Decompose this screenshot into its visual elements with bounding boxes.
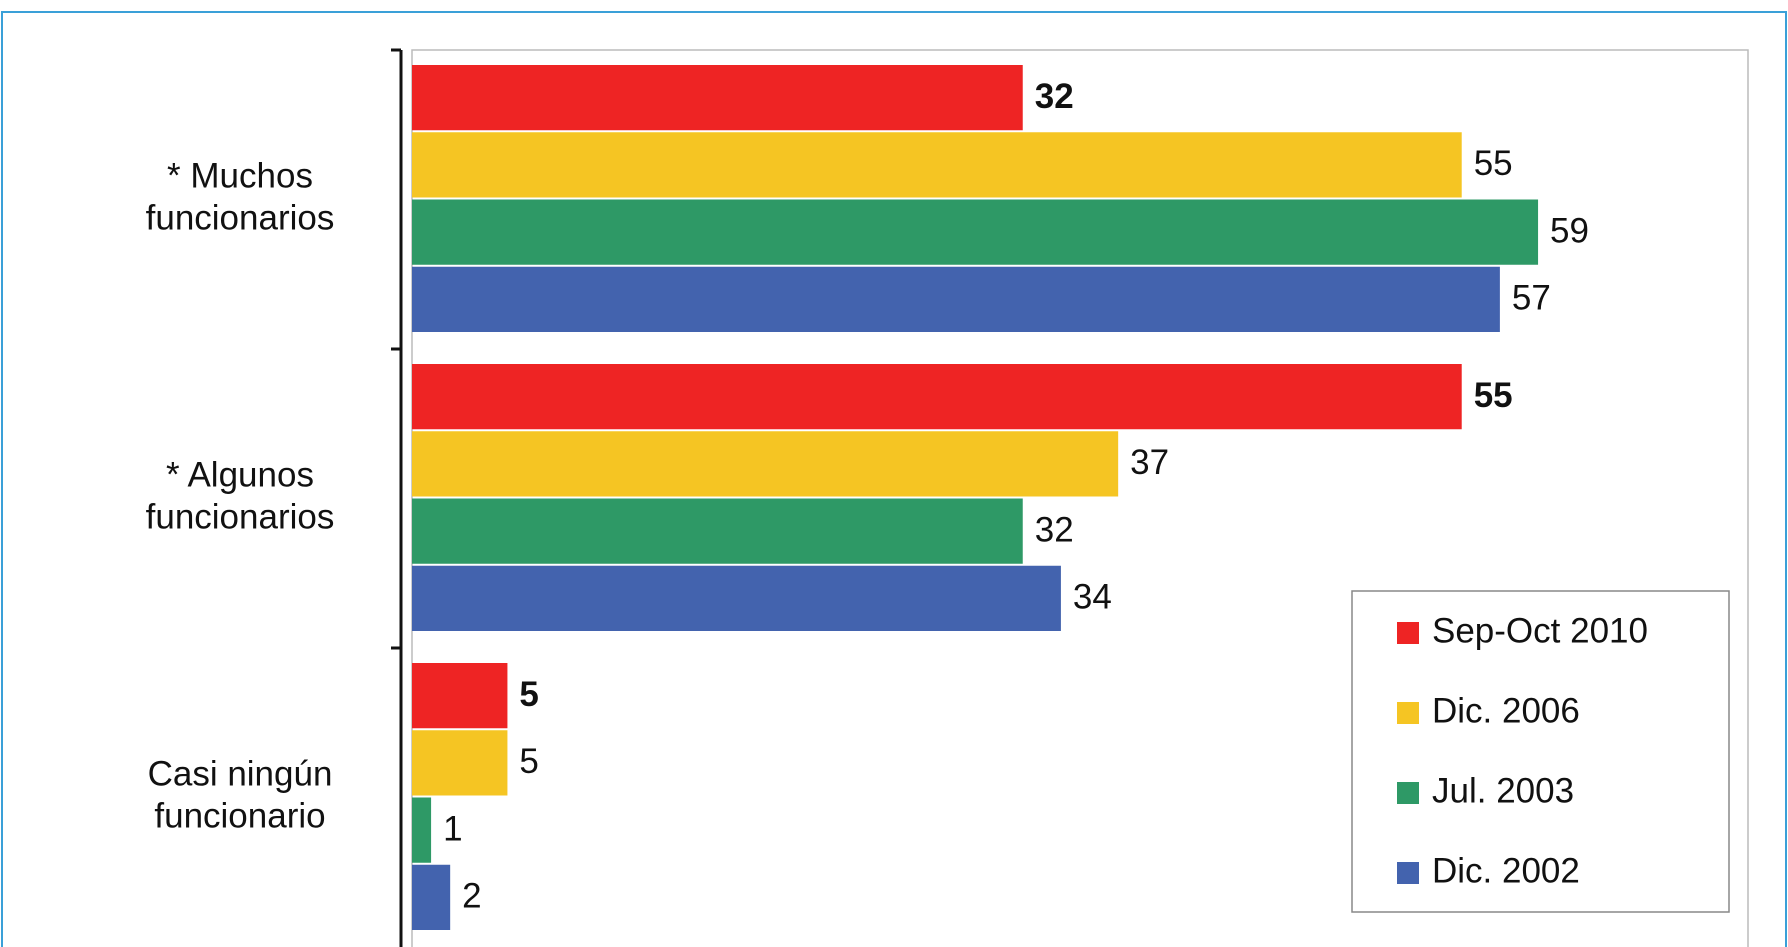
label-line: funcionarios (146, 498, 335, 537)
label-line: funcionarios (146, 199, 335, 238)
label-line: * Algunos (166, 456, 314, 495)
bar (412, 364, 1462, 429)
value-label: 37 (1130, 443, 1169, 482)
legend-swatch (1397, 862, 1419, 884)
legend-label: Dic. 2002 (1432, 851, 1580, 890)
value-label: 34 (1073, 578, 1112, 617)
value-label: 5 (519, 742, 538, 781)
bar (412, 730, 507, 795)
chart: * Muchosfuncionarios32555957* Algunosfun… (0, 0, 1788, 947)
label-line: Casi ningún (148, 755, 333, 794)
value-label: 32 (1035, 77, 1074, 116)
value-label: 32 (1035, 510, 1074, 549)
bar (412, 865, 450, 930)
bar (412, 65, 1023, 130)
label-line: * Muchos (167, 157, 313, 196)
value-label: 55 (1474, 144, 1513, 183)
legend-label: Sep-Oct 2010 (1432, 611, 1648, 650)
value-label: 5 (519, 675, 538, 714)
value-label: 57 (1512, 279, 1551, 318)
bar (412, 267, 1500, 332)
bar (412, 431, 1118, 496)
legend-label: Dic. 2006 (1432, 691, 1580, 730)
bar (412, 499, 1023, 564)
bar (412, 798, 431, 863)
legend-swatch (1397, 702, 1419, 724)
bar (412, 200, 1538, 265)
value-label: 55 (1474, 376, 1513, 415)
label-line: funcionario (154, 797, 325, 836)
value-label: 59 (1550, 211, 1589, 250)
value-label: 2 (462, 877, 481, 916)
legend-swatch (1397, 782, 1419, 804)
bar (412, 663, 507, 728)
legend-swatch (1397, 622, 1419, 644)
bar (412, 132, 1462, 197)
legend-label: Jul. 2003 (1432, 771, 1574, 810)
value-label: 1 (443, 809, 462, 848)
bar (412, 566, 1061, 631)
